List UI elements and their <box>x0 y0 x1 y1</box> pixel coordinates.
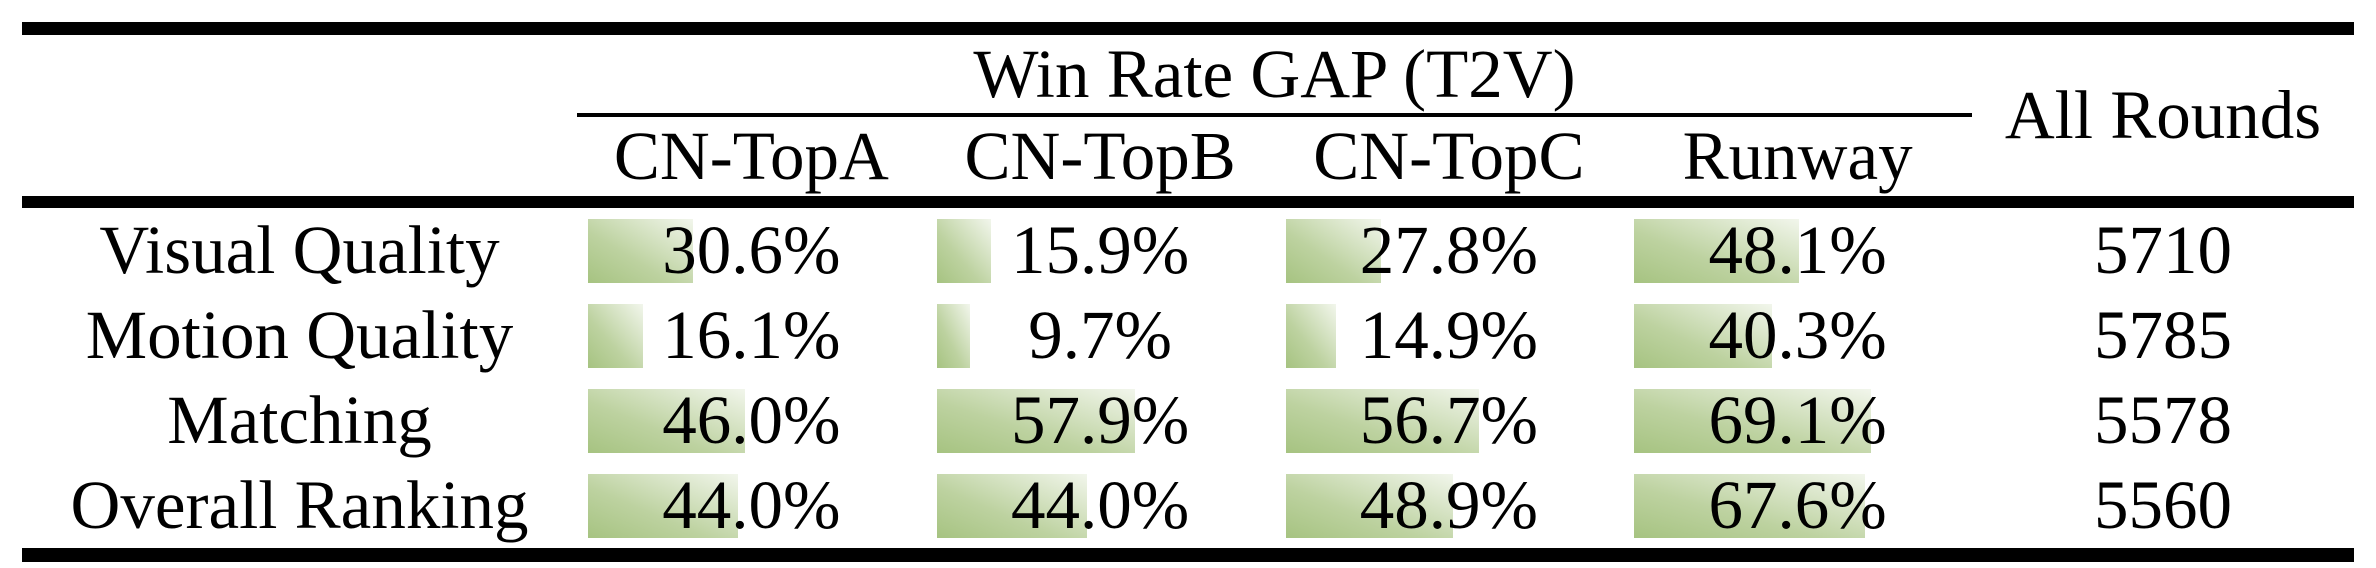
data-bar <box>1285 473 1453 538</box>
data-bar <box>936 388 1135 453</box>
all-rounds-value: 5578 <box>2094 382 2232 458</box>
table-header: Win Rate GAP (T2V) CN-TopA CN-TopB CN-TopC… <box>22 35 2354 196</box>
percent-cell: 48.1% <box>1623 208 1972 293</box>
header-rule <box>22 196 2354 208</box>
data-bar <box>1634 473 1866 538</box>
percent-cell: 14.9% <box>1275 293 1624 378</box>
data-bar <box>936 303 970 368</box>
row-label: Motion Quality <box>85 297 514 373</box>
all-rounds-value: 5785 <box>2094 297 2232 373</box>
data-bar <box>1285 388 1480 453</box>
percent-value: 46.0% <box>662 382 841 458</box>
table-row-motion-quality: Motion Quality 16.1% 9.7% 14.9% 40.3% 5785 <box>22 293 2354 378</box>
data-bar <box>936 473 1088 538</box>
row-label: Matching <box>167 382 432 458</box>
column-headers: CN-TopA CN-TopB CN-TopC Runway <box>577 117 1972 196</box>
row-label: Visual Quality <box>99 212 500 288</box>
all-rounds-value: 5560 <box>2094 467 2232 543</box>
row-label-column-spacer <box>22 35 577 196</box>
percent-value: 56.7% <box>1359 382 1538 458</box>
percent-cell: 30.6% <box>577 208 926 293</box>
percent-cell: 56.7% <box>1275 378 1624 463</box>
percent-cell: 46.0% <box>577 378 926 463</box>
percent-value: 40.3% <box>1708 297 1887 373</box>
data-bar <box>588 473 739 538</box>
percent-cell: 16.1% <box>577 293 926 378</box>
percent-value: 44.0% <box>1011 467 1190 543</box>
percent-value: 69.1% <box>1708 382 1887 458</box>
percent-value: 30.6% <box>662 212 841 288</box>
group-underline-rule <box>577 113 1972 117</box>
top-rule <box>22 22 2354 35</box>
table-body: Visual Quality 30.6% 15.9% 27.8% 48.1% 5710 Mo… <box>22 208 2354 548</box>
column-header-cn-topb: CN-TopB <box>964 118 1236 194</box>
percent-cell: 67.6% <box>1623 463 1972 548</box>
data-bar <box>1634 303 1773 368</box>
percent-cell: 57.9% <box>926 378 1275 463</box>
data-bar <box>588 218 693 283</box>
data-bar <box>1634 388 1871 453</box>
percent-cell: 40.3% <box>1623 293 1972 378</box>
data-bar <box>588 388 746 453</box>
column-header-cn-topa: CN-TopA <box>613 118 889 194</box>
all-rounds-header: All Rounds <box>2004 77 2322 153</box>
column-header-cn-topc: CN-TopC <box>1313 118 1585 194</box>
group-header-win-rate-gap: Win Rate GAP (T2V) <box>973 35 1576 112</box>
percent-value: 67.6% <box>1708 467 1887 543</box>
percent-value: 48.1% <box>1708 212 1887 288</box>
percent-value: 16.1% <box>662 297 841 373</box>
percent-cell: 69.1% <box>1623 378 1972 463</box>
row-label: Overall Ranking <box>70 467 529 543</box>
win-rate-gap-group: Win Rate GAP (T2V) CN-TopA CN-TopB CN-TopC… <box>577 35 1972 196</box>
table-row-visual-quality: Visual Quality 30.6% 15.9% 27.8% 48.1% 5710 <box>22 208 2354 293</box>
percent-cell: 48.9% <box>1275 463 1624 548</box>
table-row-overall-ranking: Overall Ranking 44.0% 44.0% 48.9% 67.6% 5560 <box>22 463 2354 548</box>
bottom-rule <box>22 548 2354 562</box>
percent-value: 57.9% <box>1011 382 1190 458</box>
data-bar <box>1285 218 1381 283</box>
percent-value: 44.0% <box>662 467 841 543</box>
percent-cell: 44.0% <box>577 463 926 548</box>
data-bar <box>1285 303 1337 368</box>
percent-value: 15.9% <box>1011 212 1190 288</box>
table-row-matching: Matching 46.0% 57.9% 56.7% 69.1% 5578 <box>22 378 2354 463</box>
data-bar <box>936 218 992 283</box>
all-rounds-value: 5710 <box>2094 212 2232 288</box>
percent-cell: 27.8% <box>1275 208 1624 293</box>
percent-value: 14.9% <box>1359 297 1538 373</box>
column-header-runway: Runway <box>1682 118 1913 194</box>
percent-cell: 15.9% <box>926 208 1275 293</box>
percent-value: 27.8% <box>1359 212 1538 288</box>
data-bar <box>1634 218 1799 283</box>
data-bar <box>588 303 644 368</box>
percent-cell: 9.7% <box>926 293 1275 378</box>
percent-cell: 44.0% <box>926 463 1275 548</box>
percent-value: 48.9% <box>1359 467 1538 543</box>
percent-value: 9.7% <box>1028 297 1172 373</box>
